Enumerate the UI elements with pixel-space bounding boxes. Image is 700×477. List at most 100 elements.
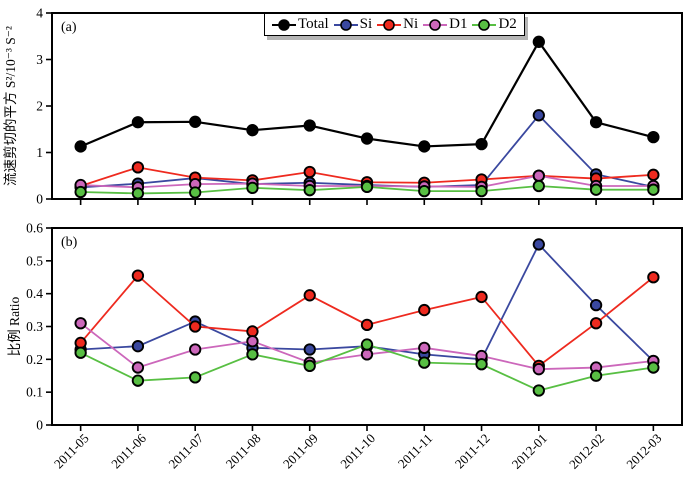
series-marker-d2 <box>647 361 660 374</box>
x-tick-label: 2012-01 <box>509 431 550 472</box>
series-marker-total <box>189 115 202 128</box>
panel-a-frame <box>51 12 683 200</box>
series-marker-d2 <box>475 358 488 371</box>
series-marker-total <box>589 116 603 129</box>
legend-marker-icon <box>272 18 296 31</box>
y-tick-label: 3 <box>36 52 43 67</box>
y-tick-label: 0.3 <box>26 319 43 334</box>
series-marker-d1 <box>532 363 545 376</box>
x-tick-label: 2011-08 <box>223 431 264 472</box>
legend-entry-d2: D2 <box>472 16 517 33</box>
series-marker-total <box>647 131 660 144</box>
series-marker-ni <box>74 336 87 350</box>
series-marker-d2 <box>246 348 259 361</box>
series-marker-ni <box>647 168 660 181</box>
series-marker-d2 <box>418 184 431 198</box>
series-marker-si <box>131 340 145 353</box>
series-marker-d1 <box>74 317 87 330</box>
series-marker-ni <box>360 318 374 332</box>
x-tick-label: 2011-11 <box>395 431 436 472</box>
series-marker-total <box>532 35 545 48</box>
series-marker-d1 <box>532 169 545 182</box>
series-marker-total <box>303 119 316 132</box>
y-tick-label: 0.5 <box>26 253 43 268</box>
y-tick-label: 0.2 <box>26 352 43 367</box>
series-marker-ni <box>246 325 259 338</box>
series-marker-d2 <box>418 356 431 369</box>
series-marker-d2 <box>647 183 660 196</box>
panel-letter: (b) <box>61 235 78 250</box>
series-marker-total <box>475 137 488 151</box>
series-marker-d2 <box>131 374 145 387</box>
x-tick-label: 2011-12 <box>452 431 493 472</box>
series-marker-d2 <box>589 369 603 382</box>
legend-marker-icon <box>472 18 497 31</box>
series-marker-si <box>532 238 545 251</box>
series-marker-d2 <box>74 346 87 359</box>
legend-entry-si: Si <box>333 16 373 33</box>
y-axis-title: 流速剪切的平方 S²/10⁻³ S⁻² <box>3 26 18 186</box>
x-tick-label: 2011-10 <box>337 431 378 472</box>
legend-marker-icon <box>423 18 448 31</box>
series-marker-si <box>589 299 603 312</box>
legend-label: Ni <box>403 16 419 32</box>
series-marker-ni <box>131 161 145 174</box>
y-tick-label: 0.4 <box>26 286 43 301</box>
series-marker-d2 <box>532 384 545 397</box>
series-marker-ni <box>589 317 603 330</box>
y-tick-label: 0.6 <box>26 221 43 236</box>
series-marker-ni <box>647 271 660 284</box>
x-tick-label: 2011-05 <box>51 431 92 472</box>
series-marker-total <box>131 116 145 129</box>
series-marker-d2 <box>475 184 488 198</box>
series-marker-ni <box>475 290 488 304</box>
series-marker-d2 <box>74 185 87 199</box>
series-marker-ni <box>418 303 431 317</box>
series-marker-d2 <box>360 180 374 194</box>
y-tick-label: 0 <box>36 192 43 207</box>
legend-label: Si <box>359 16 373 32</box>
series-marker-d1 <box>418 341 431 354</box>
series-marker-d1 <box>189 343 202 356</box>
y-tick-label: 0.1 <box>26 385 43 400</box>
series-marker-d2 <box>189 371 202 384</box>
y-tick-label: 1 <box>36 145 43 160</box>
series-marker-ni <box>303 165 316 179</box>
series-marker-ni <box>189 320 202 333</box>
y-tick-label: 2 <box>36 99 43 114</box>
series-marker-total <box>418 140 431 153</box>
legend-label: D1 <box>449 16 468 32</box>
legend-marker-icon <box>333 18 358 31</box>
series-marker-d2 <box>131 187 145 200</box>
legend-marker-icon <box>377 18 402 31</box>
series-marker-total <box>246 124 259 137</box>
y-axis-title: 比例 Ratio <box>7 296 22 356</box>
legend-entry-total: Total <box>272 16 329 33</box>
legend-label: D2 <box>498 16 517 32</box>
panel-letter: (a) <box>61 20 77 35</box>
series-marker-d2 <box>246 181 259 194</box>
series-marker-ni <box>303 289 316 302</box>
series-marker-d1 <box>246 335 259 348</box>
x-tick-label: 2012-03 <box>623 431 664 472</box>
legend-label: Total <box>298 16 329 32</box>
x-tick-label: 2011-07 <box>165 430 206 471</box>
series-marker-d2 <box>303 184 316 197</box>
series-marker-d2 <box>303 359 316 373</box>
y-tick-label: 4 <box>36 6 43 21</box>
series-marker-si <box>532 109 545 122</box>
x-tick-label: 2012-02 <box>566 431 607 472</box>
series-marker-d1 <box>360 348 374 361</box>
series-marker-d2 <box>189 186 202 199</box>
series-marker-total <box>74 140 87 153</box>
series-marker-d2 <box>532 179 545 193</box>
x-tick-label: 2011-09 <box>280 431 321 472</box>
series-marker-si <box>303 343 316 356</box>
series-marker-d2 <box>589 183 603 196</box>
series-marker-total <box>360 132 374 145</box>
legend: Total Si Ni D1 D2 <box>264 13 525 36</box>
series-line-total <box>80 39 654 148</box>
legend-entry-ni: Ni <box>377 16 418 33</box>
